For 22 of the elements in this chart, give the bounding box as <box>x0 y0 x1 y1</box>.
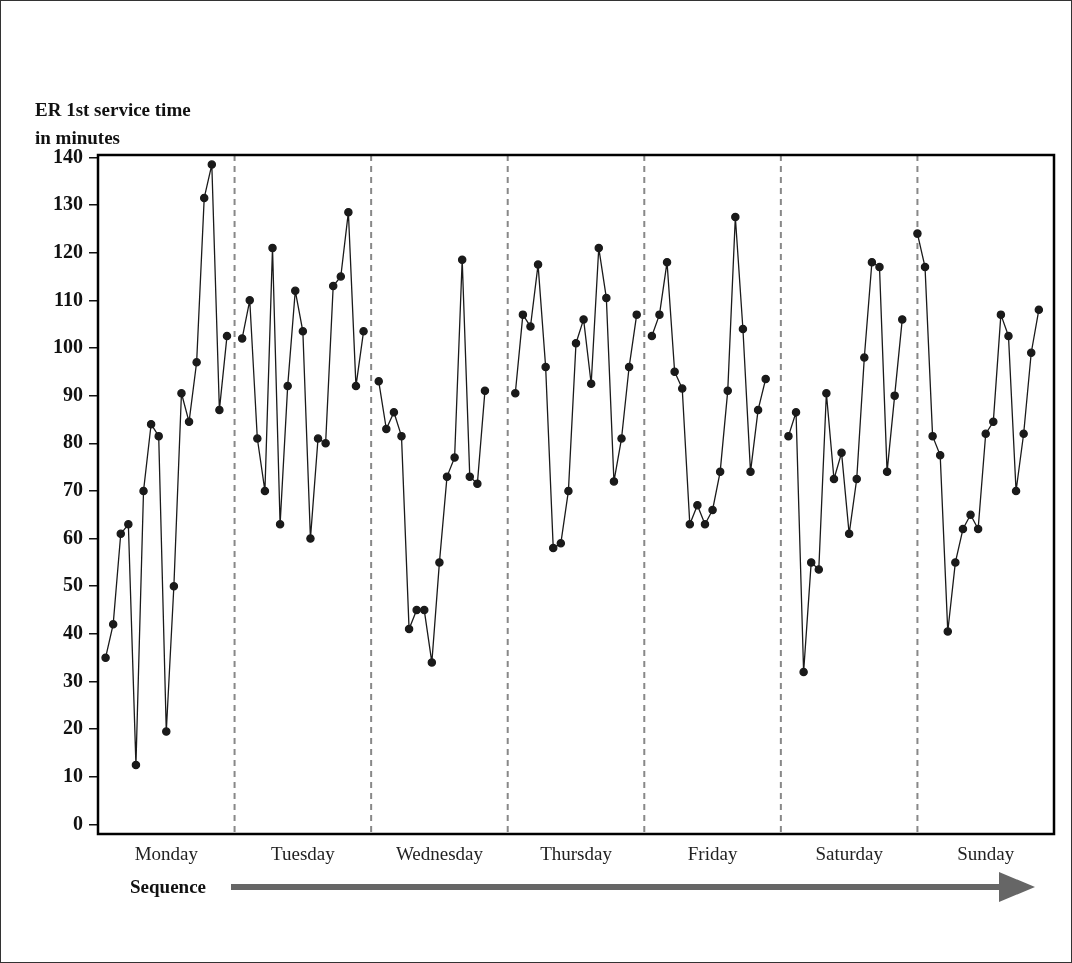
x-tick-label: Saturday <box>815 843 884 865</box>
y-tick-label: 80 <box>63 430 83 453</box>
x-tick-label: Tuesday <box>271 843 336 865</box>
y-tick-label: 130 <box>53 192 83 215</box>
y-tick-label: 90 <box>63 382 83 405</box>
y-tick-label: 70 <box>63 478 83 501</box>
y-tick-label: 50 <box>63 573 83 596</box>
y-tick-label: 20 <box>63 716 83 739</box>
y-tick-label: 100 <box>53 335 83 358</box>
y-tick-label: 110 <box>54 287 83 310</box>
y-tick-label: 120 <box>53 239 83 262</box>
x-tick-label: Sunday <box>957 843 1015 865</box>
y-tick-label: 30 <box>63 668 83 691</box>
y-tick-label: 40 <box>63 621 83 644</box>
x-axis-title: Sequence <box>130 876 206 897</box>
x-tick-label: Wednesday <box>395 843 484 865</box>
y-tick-label: 0 <box>73 811 83 834</box>
x-tick-label: Friday <box>687 843 738 865</box>
y-tick-label: 60 <box>63 525 83 548</box>
y-tick-label: 10 <box>63 763 83 786</box>
x-tick-label: Thursday <box>540 843 613 865</box>
x-tick-label: Monday <box>134 843 199 865</box>
